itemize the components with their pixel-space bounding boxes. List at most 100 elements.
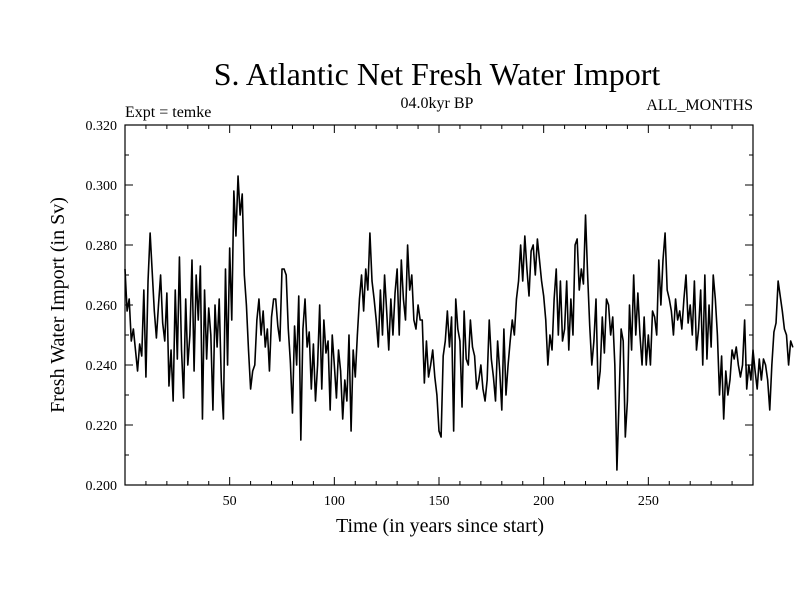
data-point-143 <box>423 382 425 384</box>
data-point-231 <box>607 304 610 306</box>
data-point-217 <box>578 289 580 291</box>
data-point-253 <box>654 316 656 318</box>
y-tick-label-3: 0.260 <box>86 299 118 314</box>
data-point-190 <box>522 280 524 282</box>
data-point-195 <box>532 244 534 246</box>
data-point-302 <box>756 388 758 390</box>
data-point-208 <box>559 280 562 282</box>
data-point-310 <box>773 331 775 333</box>
data-point-147 <box>432 349 434 351</box>
data-point-117 <box>369 232 371 234</box>
data-point-30 <box>187 364 189 366</box>
data-point-191 <box>524 235 526 237</box>
data-point-153 <box>444 340 446 342</box>
data-point-127 <box>390 298 392 300</box>
data-point-177 <box>494 400 497 402</box>
data-point-131 <box>398 334 400 336</box>
data-point-287 <box>725 370 727 372</box>
data-point-303 <box>758 358 760 360</box>
data-point-179 <box>499 370 501 372</box>
data-point-79 <box>289 361 291 363</box>
data-point-189 <box>520 244 522 246</box>
data-point-130 <box>396 268 398 270</box>
data-point-182 <box>505 394 507 396</box>
data-point-19 <box>164 340 166 342</box>
data-point-142 <box>421 319 423 321</box>
data-point-308 <box>769 409 771 411</box>
data-point-284 <box>718 394 721 396</box>
data-point-276 <box>702 364 704 366</box>
data-point-76 <box>283 268 285 270</box>
data-point-273 <box>695 349 698 351</box>
data-point-112 <box>358 298 361 300</box>
data-point-106 <box>346 400 348 402</box>
data-point-281 <box>712 274 714 276</box>
data-point-168 <box>476 388 478 390</box>
data-point-254 <box>656 334 658 336</box>
data-point-114 <box>363 310 365 312</box>
data-point-122 <box>379 289 381 291</box>
data-point-260 <box>668 298 670 300</box>
data-point-25 <box>176 358 178 360</box>
data-point-265 <box>679 310 681 312</box>
data-point-269 <box>687 322 689 324</box>
data-point-291 <box>733 358 735 360</box>
data-point-89 <box>310 388 312 390</box>
data-point-93 <box>319 304 321 306</box>
data-point-315 <box>783 328 786 330</box>
data-point-275 <box>700 289 702 291</box>
data-point-212 <box>568 349 570 351</box>
data-point-15 <box>155 337 157 339</box>
data-point-118 <box>371 280 373 282</box>
data-point-210 <box>564 328 566 330</box>
months-label: ALL_MONTHS <box>646 97 753 114</box>
data-point-124 <box>383 274 386 276</box>
data-point-116 <box>367 289 369 291</box>
data-point-266 <box>681 328 683 330</box>
data-point-53 <box>235 235 237 237</box>
data-point-21 <box>168 385 170 387</box>
data-point-41 <box>210 334 212 336</box>
data-point-301 <box>754 370 756 372</box>
data-point-125 <box>386 310 388 312</box>
data-point-133 <box>402 298 405 300</box>
data-point-140 <box>417 304 419 306</box>
data-point-237 <box>620 328 622 330</box>
data-point-175 <box>490 358 492 360</box>
data-point-319 <box>792 346 794 348</box>
data-point-146 <box>430 364 432 366</box>
x-axis-label: Time (in years since start) <box>336 515 544 537</box>
y-tick-label-6: 0.320 <box>86 119 118 134</box>
data-point-251 <box>649 364 652 366</box>
data-point-219 <box>582 283 585 285</box>
data-point-39 <box>206 358 208 360</box>
data-point-166 <box>471 346 474 348</box>
data-point-257 <box>662 259 664 261</box>
data-point-6 <box>136 370 139 372</box>
data-point-246 <box>639 334 641 336</box>
data-point-121 <box>377 346 379 348</box>
data-point-215 <box>574 244 576 246</box>
data-point-178 <box>497 340 499 342</box>
data-point-129 <box>394 292 396 294</box>
data-point-120 <box>375 319 377 321</box>
data-point-169 <box>478 379 480 381</box>
data-point-49 <box>226 364 229 366</box>
data-point-28 <box>183 397 185 399</box>
data-point-247 <box>641 364 643 366</box>
data-point-171 <box>482 388 484 390</box>
data-point-306 <box>764 364 767 366</box>
data-point-48 <box>224 268 227 270</box>
y-tick-label-4: 0.280 <box>86 239 118 254</box>
data-point-293 <box>737 364 739 366</box>
data-point-180 <box>501 409 503 411</box>
data-point-29 <box>185 298 187 300</box>
data-point-22 <box>170 349 172 351</box>
data-point-165 <box>469 319 471 321</box>
data-point-88 <box>308 331 310 333</box>
data-point-243 <box>633 274 635 276</box>
data-point-12 <box>149 232 151 234</box>
data-point-81 <box>293 325 296 327</box>
data-point-314 <box>781 310 783 312</box>
data-point-290 <box>731 349 733 351</box>
